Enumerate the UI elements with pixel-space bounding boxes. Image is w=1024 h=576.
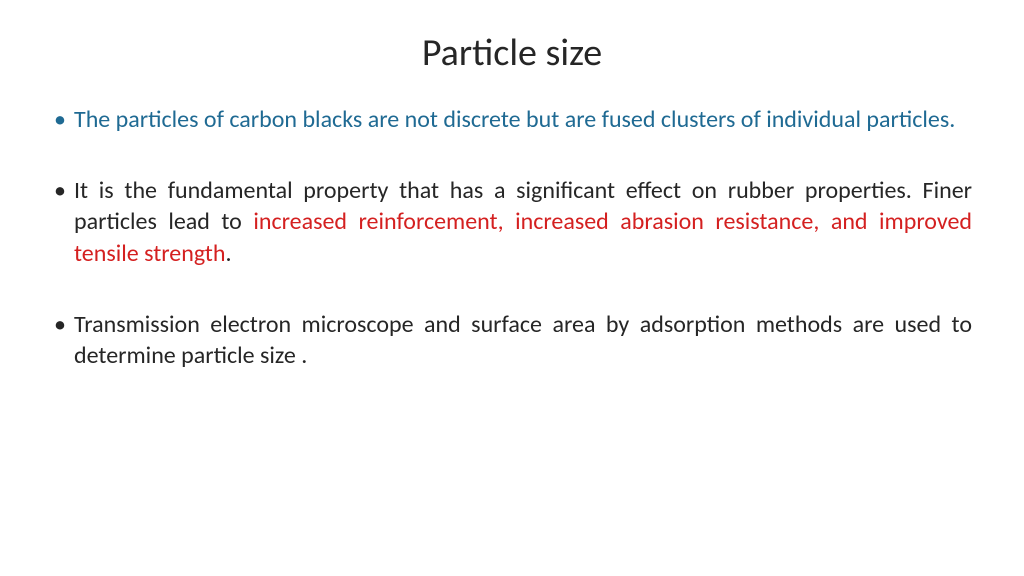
bullet-text: Transmission electron microscope and sur… [74, 310, 972, 370]
bullet-text: The particles of carbon blacks are not d… [74, 105, 955, 134]
bullet-text-suffix: . [225, 239, 231, 268]
list-item: Transmission electron microscope and sur… [52, 309, 972, 371]
list-item: The particles of carbon blacks are not d… [52, 104, 972, 135]
bullet-list: The particles of carbon blacks are not d… [48, 104, 976, 371]
slide-title: Particle size [48, 30, 976, 76]
list-item: It is the fundamental property that has … [52, 175, 972, 269]
slide: Particle size The particles of carbon bl… [0, 0, 1024, 576]
